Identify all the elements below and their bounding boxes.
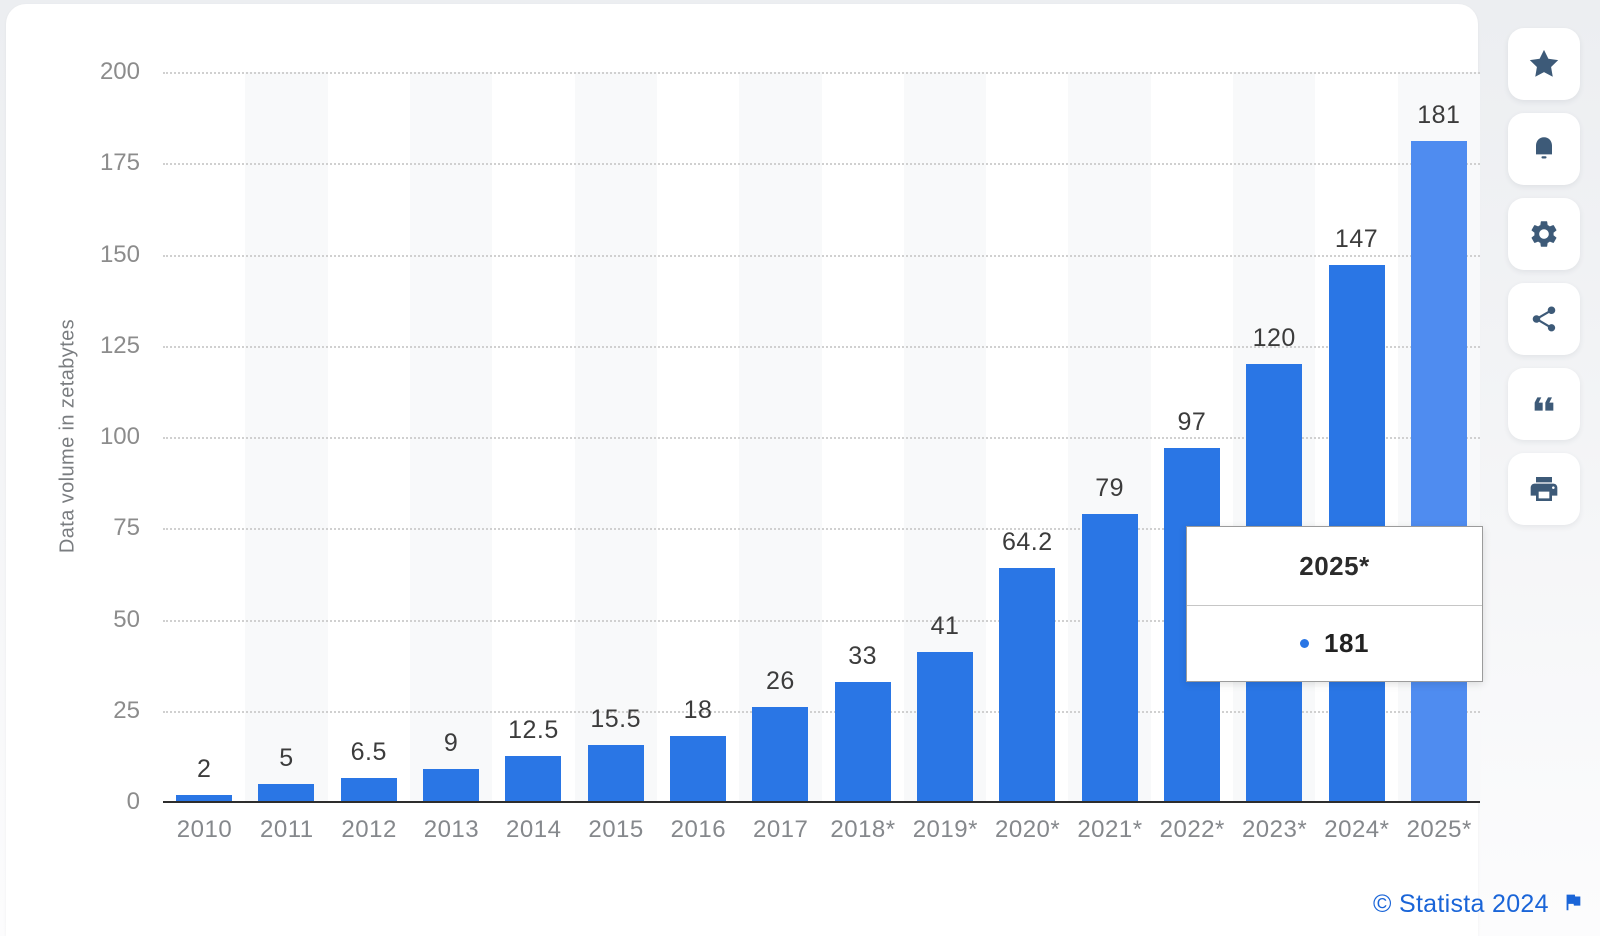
y-axis-tick-label: 200 xyxy=(99,58,140,85)
bar-value-label: 147 xyxy=(1334,225,1379,254)
bar-2017[interactable] xyxy=(752,707,809,802)
printer-icon xyxy=(1528,473,1560,505)
bar-2015[interactable] xyxy=(587,745,644,802)
x-axis-label: 2019* xyxy=(912,816,978,843)
x-axis-label: 2011 xyxy=(260,816,314,843)
x-axis-label: 2020* xyxy=(995,816,1061,843)
gridline xyxy=(163,163,1480,166)
action-toolbar xyxy=(1508,28,1580,525)
credit: © Statista 2024 xyxy=(1373,891,1584,918)
tooltip: 2025* 181 xyxy=(1186,526,1483,682)
bell-icon xyxy=(1528,133,1560,165)
bar-value-label: 181 xyxy=(1417,101,1461,130)
gridline xyxy=(163,345,1480,348)
bar-2010[interactable] xyxy=(176,794,233,802)
cite-button[interactable] xyxy=(1508,368,1580,440)
series-dot-icon xyxy=(1300,639,1310,648)
y-axis-tick-label: 50 xyxy=(113,605,140,633)
tooltip-value: 181 xyxy=(1324,628,1369,658)
flag-icon[interactable] xyxy=(1562,891,1584,918)
bar-2014[interactable] xyxy=(505,756,562,802)
bar-value-label: 79 xyxy=(1095,473,1124,502)
bar-value-label: 2 xyxy=(196,754,212,783)
gridline xyxy=(163,72,1480,74)
y-axis-tick-label: 150 xyxy=(99,240,140,268)
bar-value-label: 26 xyxy=(765,667,795,696)
bar-value-label: 97 xyxy=(1177,407,1207,436)
y-axis-tick-label: 25 xyxy=(113,696,140,724)
x-axis-label: 2023* xyxy=(1241,816,1308,843)
bar-value-label: 15.5 xyxy=(590,705,642,734)
bar-2013[interactable] xyxy=(423,769,480,802)
y-axis-tick-label: 75 xyxy=(113,514,140,542)
bar-value-label: 18 xyxy=(683,696,713,725)
x-axis-label: 2017 xyxy=(752,816,809,843)
quote-icon xyxy=(1528,388,1560,420)
plot-area: 2 5 6.5 9 12.5 15.5 18 26 33 41 64.2 79 97 120 147 181 xyxy=(163,72,1480,802)
star-icon xyxy=(1527,47,1561,81)
y-axis-tick-label: 0 xyxy=(126,788,140,815)
share-icon xyxy=(1529,304,1559,334)
notifications-button[interactable] xyxy=(1508,113,1580,185)
bar-value-label: 12.5 xyxy=(508,716,559,745)
favorite-button[interactable] xyxy=(1508,28,1580,100)
y-axis-tick-label: 125 xyxy=(99,331,140,359)
settings-button[interactable] xyxy=(1508,198,1580,270)
gridline xyxy=(163,619,1480,622)
gridline xyxy=(163,710,1480,713)
bar-value-label: 41 xyxy=(930,612,960,641)
bar-2020[interactable] xyxy=(999,567,1056,802)
bar-2018[interactable] xyxy=(834,681,891,802)
y-axis-tick-label: 100 xyxy=(99,423,140,450)
x-axis-label: 2021* xyxy=(1077,816,1143,843)
gear-icon xyxy=(1528,218,1560,250)
bar-2019[interactable] xyxy=(916,652,973,802)
bar-value-label: 9 xyxy=(443,729,459,758)
y-axis-title: Data volume in zetabytes xyxy=(56,318,79,554)
x-axis-label: 2013 xyxy=(423,816,480,843)
x-axis-label: 2025* xyxy=(1406,816,1472,843)
bar-2025[interactable] xyxy=(1410,141,1467,802)
bar-2021[interactable] xyxy=(1081,513,1138,802)
bar-value-label: 33 xyxy=(848,641,878,670)
bar-value-label: 120 xyxy=(1252,324,1296,352)
tooltip-title: 2025* xyxy=(1187,527,1482,606)
gridline xyxy=(163,437,1480,439)
x-axis-label: 2024* xyxy=(1324,816,1390,843)
bar-value-label: 64.2 xyxy=(1001,527,1053,556)
bar-2011[interactable] xyxy=(258,783,315,802)
bar-value-label: 6.5 xyxy=(350,738,387,767)
x-axis-label: 2010 xyxy=(176,816,233,843)
y-axis-tick-label: 175 xyxy=(99,149,140,177)
bar-2016[interactable] xyxy=(670,736,727,802)
share-button[interactable] xyxy=(1508,283,1580,355)
print-button[interactable] xyxy=(1508,453,1580,525)
statista-credit-link[interactable]: © Statista 2024 xyxy=(1373,890,1549,918)
bar-2012[interactable] xyxy=(340,778,397,802)
x-axis-label: 2012 xyxy=(341,816,397,843)
x-axis-label: 2015 xyxy=(588,816,644,843)
x-axis-label: 2022* xyxy=(1159,816,1225,843)
x-axis-label: 2016 xyxy=(670,816,727,843)
bar-value-label: 5 xyxy=(279,743,294,772)
x-axis-label: 2018* xyxy=(830,816,896,843)
gridline xyxy=(163,254,1480,257)
x-axis-line xyxy=(163,801,1480,803)
gridline xyxy=(163,528,1480,531)
x-axis-label: 2014 xyxy=(506,816,562,843)
